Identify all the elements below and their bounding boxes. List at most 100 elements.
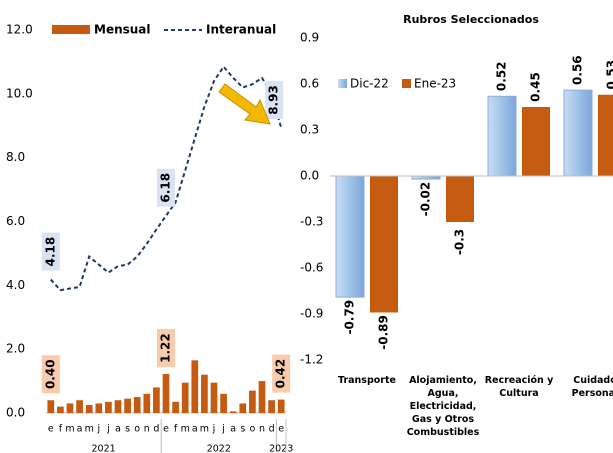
x-tick-label: a: [230, 424, 236, 435]
x-tick-label: a: [77, 424, 83, 435]
bar: [85, 405, 93, 413]
bar: [47, 400, 55, 413]
data-label: 0.53: [605, 60, 613, 90]
data-label-box: [272, 354, 291, 393]
x-tick-label: e: [48, 424, 54, 435]
x-tick-label: Recreación y Cultura: [485, 375, 554, 399]
x-tick-label: e: [278, 424, 284, 435]
y-tick-label: 8.0: [6, 150, 25, 164]
data-label-text: 0.40: [43, 359, 57, 389]
x-tick-label: Transporte: [338, 375, 396, 386]
y-tick-label: 0.9: [300, 31, 319, 45]
bar: [522, 107, 550, 176]
y-tick-label: 12.0: [6, 23, 33, 37]
y-tick-label: 0.6: [300, 77, 319, 91]
bar: [210, 382, 218, 413]
x-tick-label: j: [221, 424, 225, 435]
bar: [277, 399, 285, 413]
x-tick-label: o: [249, 424, 255, 435]
x-tick-label: s: [240, 424, 245, 435]
data-label: 0.52: [495, 61, 509, 91]
data-label-text: 4.18: [43, 237, 57, 267]
x-tick-label: m: [65, 424, 74, 435]
line-series: [50, 65, 283, 292]
legend-label: Mensual: [94, 23, 151, 37]
legend-swatch: [52, 25, 90, 34]
x-tick-label: e: [163, 424, 169, 435]
x-tick-label: m: [200, 424, 209, 435]
data-label: 4.18: [41, 232, 60, 271]
bar: [153, 387, 160, 413]
data-label: 0.45: [529, 72, 543, 102]
x-tick-label: d: [269, 424, 275, 435]
bar: [563, 89, 593, 177]
x-group-label: 2021: [92, 444, 116, 453]
x-tick-label: a: [192, 424, 198, 435]
bar: [124, 398, 131, 413]
bar: [370, 176, 398, 313]
bar: [57, 406, 64, 413]
x-tick-label: j: [106, 424, 110, 435]
x-tick-label: CuidadoPersonal: [572, 375, 613, 399]
x-group-label: 2022: [207, 444, 231, 453]
bar: [143, 393, 151, 413]
x-tick-label: o: [134, 424, 140, 435]
data-label: -0.3: [453, 229, 467, 255]
x-tick-label: s: [125, 424, 130, 435]
data-label-box: [157, 329, 175, 368]
data-label: 1.22: [157, 329, 175, 368]
x-group-label: 2023: [269, 444, 293, 453]
highlight-arrow: [218, 83, 271, 125]
x-tick-label: n: [259, 424, 265, 435]
x-tick-label: j: [212, 424, 216, 435]
bar: [172, 401, 179, 413]
legend-swatch: [338, 79, 347, 88]
data-label-box: [41, 355, 60, 394]
bar: [258, 381, 266, 413]
x-tick-label: n: [144, 424, 150, 435]
data-label: -0.79: [343, 300, 357, 335]
y-tick-label: -0.6: [300, 261, 323, 275]
data-label: 8.93: [265, 80, 284, 119]
data-label-box: [41, 232, 60, 271]
data-label-box: [265, 80, 284, 119]
y-tick-label: 0.0: [6, 406, 25, 420]
data-label-text: 1.22: [159, 333, 173, 363]
y-tick-label: 2.0: [6, 342, 25, 356]
data-label: 6.18: [157, 168, 175, 207]
x-tick-label: m: [85, 424, 94, 435]
data-label: -0.02: [419, 182, 433, 217]
bar: [220, 393, 227, 413]
data-label: 0.56: [571, 55, 585, 85]
bar: [76, 400, 83, 413]
data-label-text: 0.42: [274, 359, 288, 389]
bar: [191, 360, 199, 413]
bar: [249, 390, 256, 413]
data-label-text: 8.93: [267, 85, 281, 115]
y-tick-label: 6.0: [6, 214, 25, 228]
y-tick-label: -0.9: [300, 307, 323, 321]
x-tick-label: a: [115, 424, 121, 435]
data-label-text: 6.18: [159, 173, 173, 203]
data-label: 0.40: [41, 355, 60, 394]
data-label: 0.42: [272, 354, 291, 393]
bar: [95, 403, 103, 413]
x-tick-label: j: [96, 424, 100, 435]
bar: [181, 382, 189, 413]
y-tick-label: 0.0: [300, 169, 319, 183]
bar: [133, 397, 141, 413]
legend-label: Dic-22: [350, 77, 389, 91]
bar: [66, 403, 74, 413]
bar: [239, 403, 247, 413]
bar: [598, 94, 613, 176]
bar: [268, 400, 275, 413]
bar: [114, 400, 122, 413]
bar: [446, 176, 474, 222]
x-tick-label: Alojamiento, Agua, Electricidad, Gas y Otro…: [407, 375, 480, 438]
bar: [487, 95, 517, 177]
bar: [201, 374, 208, 413]
bar: [229, 411, 237, 413]
data-label-box: [157, 168, 175, 207]
legend-label: Ene-23: [414, 77, 456, 91]
bar: [335, 175, 365, 298]
